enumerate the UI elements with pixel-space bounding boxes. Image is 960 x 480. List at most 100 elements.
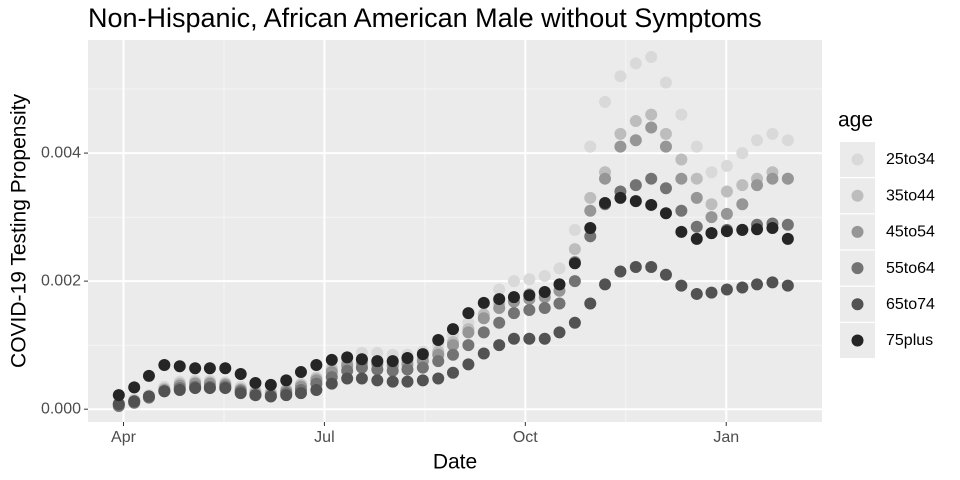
point [736,179,749,192]
point [568,243,581,256]
point [477,296,490,309]
point [341,372,354,385]
point [507,275,520,288]
point [766,127,779,140]
point [690,287,703,300]
legend-title: age [838,109,873,132]
point [659,182,672,195]
point [325,353,338,366]
point [584,191,597,204]
point [341,351,354,364]
point [462,358,475,371]
point [629,261,642,274]
point [599,197,612,210]
point [386,375,399,388]
point [659,207,672,220]
point [142,369,155,382]
point [446,348,459,361]
point [280,389,293,402]
point [249,376,262,389]
point [310,359,323,372]
point [538,332,551,345]
point [659,127,672,140]
point [659,140,672,153]
point [781,218,794,231]
point [614,265,627,278]
point [507,307,520,320]
point [462,307,475,320]
point [720,185,733,198]
point [264,378,277,391]
point [325,377,338,390]
point [158,385,171,398]
point [249,389,262,402]
point [523,332,536,345]
point [553,297,566,310]
point [446,323,459,336]
point [493,283,506,296]
legend: 25to34 35to44 45to54 55to64 65to74 75plus [840,142,935,358]
point [599,95,612,108]
x-tick-label: Jul [314,429,334,446]
legend-marker [851,189,864,202]
point [401,375,414,388]
legend-marker [851,262,864,275]
point [568,275,581,288]
point [371,355,384,368]
x-axis-label: Date [433,451,477,474]
point [219,362,232,375]
point [493,316,506,329]
point [568,257,581,270]
point [736,147,749,160]
point [705,286,718,299]
point [128,395,141,408]
point [766,276,779,289]
point [189,362,202,375]
x-tick-label: Apr [111,429,137,446]
point [584,140,597,153]
point [401,363,414,376]
point [599,172,612,185]
point [781,134,794,147]
point [310,383,323,396]
point [629,195,642,208]
y-axis-label: COVID-19 Testing Propensity [8,94,31,368]
point [766,221,779,234]
point [203,362,216,375]
point [720,159,733,172]
point [173,383,186,396]
point [705,166,718,179]
point [675,108,688,121]
point [416,374,429,387]
point [690,220,703,233]
point [294,387,307,400]
legend-label: 65to74 [886,296,935,313]
points [112,51,794,412]
point [371,363,384,376]
point [142,390,155,403]
point [294,366,307,379]
point [386,355,399,368]
point [493,293,506,306]
point [538,270,551,283]
point [371,346,384,359]
point [690,232,703,245]
point [568,223,581,236]
point [614,191,627,204]
point [645,51,658,64]
point [523,273,536,286]
legend-label: 55to64 [886,260,935,277]
point [751,278,764,291]
point [173,360,186,373]
point [705,211,718,224]
point [584,297,597,310]
point [371,374,384,387]
legend-marker [851,334,864,347]
x-tick-label: Oct [513,429,538,446]
point [645,108,658,121]
point [584,204,597,217]
point [355,372,368,385]
point [112,398,125,411]
